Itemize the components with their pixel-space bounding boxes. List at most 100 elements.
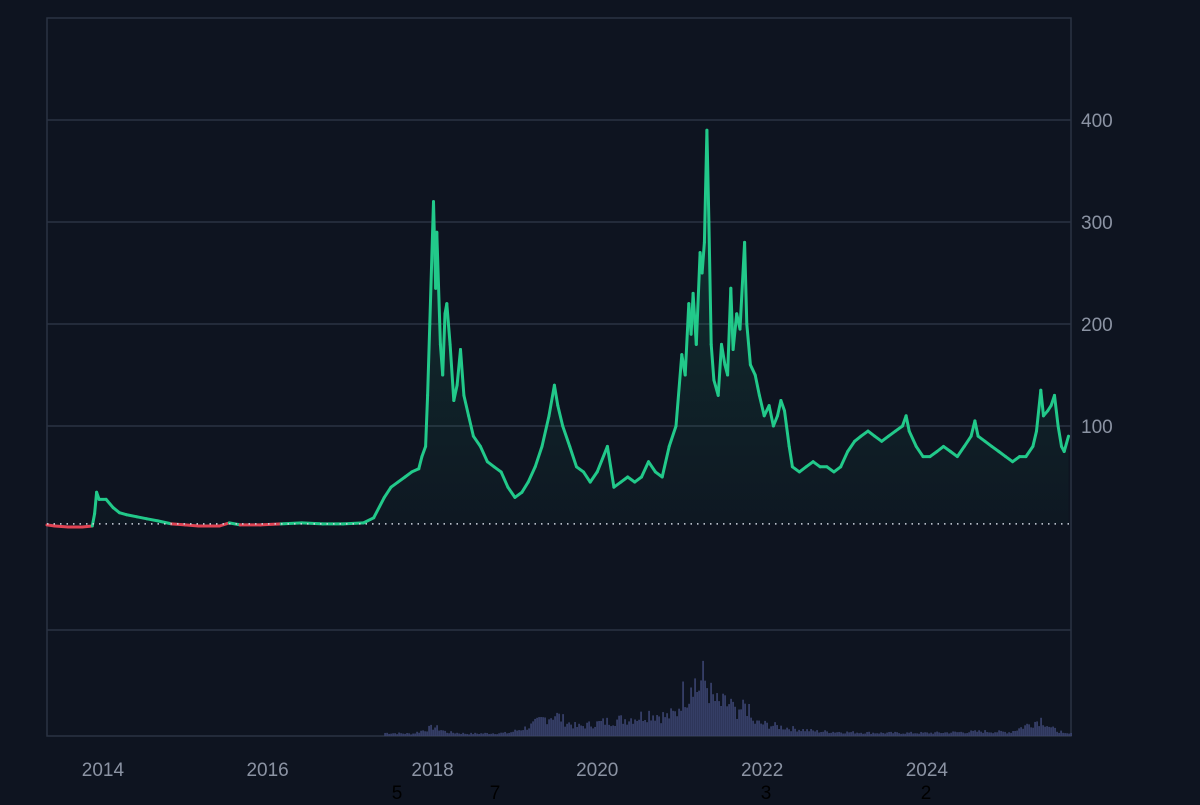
volume-bar (866, 732, 868, 736)
volume-bar (450, 731, 452, 736)
x-tick-label: 2024 (906, 760, 949, 781)
volume-bar (504, 731, 506, 736)
volume-bar (842, 733, 844, 736)
x-tick-label: 2018 (411, 760, 453, 781)
volume-bar (648, 710, 650, 736)
volume-bar (510, 732, 512, 736)
volume-bar (754, 723, 756, 736)
volume-bar (922, 732, 924, 736)
volume-bar (606, 717, 608, 736)
volume-bar (976, 731, 978, 736)
volume-bar (468, 734, 470, 736)
volume-bar (584, 728, 586, 736)
price-line-segment (372, 495, 386, 520)
volume-bar (632, 723, 634, 736)
volume-bar (850, 732, 852, 736)
bottom-marker-label: 5 (392, 783, 403, 800)
volume-bar (688, 703, 690, 736)
bottom-markers: 5 7 3 2 (392, 783, 932, 804)
volume-bar (984, 730, 986, 736)
volume-bar (920, 731, 922, 736)
price-line-segment (660, 444, 671, 479)
volume-bar (964, 733, 966, 736)
volume-bar (804, 731, 806, 736)
price-area (47, 130, 1069, 524)
volume-bar (422, 730, 424, 736)
price-line-segment (227, 521, 242, 527)
price-line-segment (448, 342, 456, 402)
price-line-segment (709, 342, 716, 382)
volume-bar (426, 731, 428, 736)
volume-bar (460, 733, 462, 736)
price-line-segment (1062, 434, 1070, 453)
volume-bar (998, 730, 1000, 736)
price-line-segment (674, 353, 684, 428)
volume-bar (656, 715, 658, 736)
price-line-segment (156, 519, 173, 526)
volume-bar (886, 732, 888, 736)
price-line-segment (753, 373, 761, 397)
volume-bar (416, 731, 418, 736)
volume-bar (448, 733, 450, 736)
price-line-segment (520, 480, 530, 494)
volume-bar (1052, 726, 1054, 736)
volume-bar (878, 733, 880, 736)
volume-bar (836, 732, 838, 736)
price-line-segment (499, 470, 510, 489)
price-line-segment (731, 312, 739, 351)
volume-bar (780, 725, 782, 736)
volume-bar (536, 717, 538, 736)
volume-bar (756, 720, 758, 736)
volume-bar (674, 711, 676, 736)
volume-bar (1004, 731, 1006, 736)
price-line-segment (124, 513, 139, 519)
volume-bar (884, 733, 886, 736)
volume-bar (682, 681, 684, 736)
volume-bar (768, 728, 770, 736)
volume-bar (462, 732, 464, 736)
price-line-segment (582, 470, 592, 484)
volume-bar (524, 726, 526, 736)
volume-bar (882, 732, 884, 736)
price-line-segment (382, 485, 393, 499)
volume-bar (802, 729, 804, 736)
volume-bar (1042, 725, 1044, 736)
volume-bar (814, 731, 816, 736)
price-line-segment (462, 393, 471, 418)
volume-bar (1034, 721, 1036, 736)
volume-bar (704, 680, 706, 736)
volume-bar (386, 732, 388, 736)
volume-bar (686, 707, 688, 736)
volume-bar (628, 721, 630, 736)
volume-bar (1050, 727, 1052, 736)
volume-bar (1032, 727, 1034, 736)
y-tick-label: 100 (1081, 417, 1113, 438)
volume-bar (390, 733, 392, 736)
volume-bar (432, 729, 434, 736)
price-line-segment (145, 517, 160, 523)
volume-bar (560, 721, 562, 736)
volume-bar (900, 733, 902, 736)
volume-bar (624, 719, 626, 736)
volume-bar (838, 731, 840, 736)
volume-bar (1070, 732, 1072, 736)
y-tick-label: 300 (1081, 213, 1113, 234)
volume-bar (1018, 728, 1020, 736)
volume-bar (404, 733, 406, 736)
volume-bar (902, 733, 904, 736)
volume-bar (816, 730, 818, 736)
x-tick-label: 2014 (82, 760, 125, 781)
price-line-segment (556, 404, 565, 428)
volume-bar (592, 728, 594, 736)
volume-bar (776, 725, 778, 736)
price-line-segment (955, 444, 966, 459)
volume-bar (484, 732, 486, 736)
volume-bar (466, 733, 468, 736)
volume-bar (554, 716, 556, 736)
volume-bar (534, 718, 536, 736)
volume-bar (918, 733, 920, 736)
volume-bar (954, 731, 956, 736)
volume-bar (942, 733, 944, 736)
volume-bar (424, 731, 426, 736)
volume-bar (612, 725, 614, 736)
